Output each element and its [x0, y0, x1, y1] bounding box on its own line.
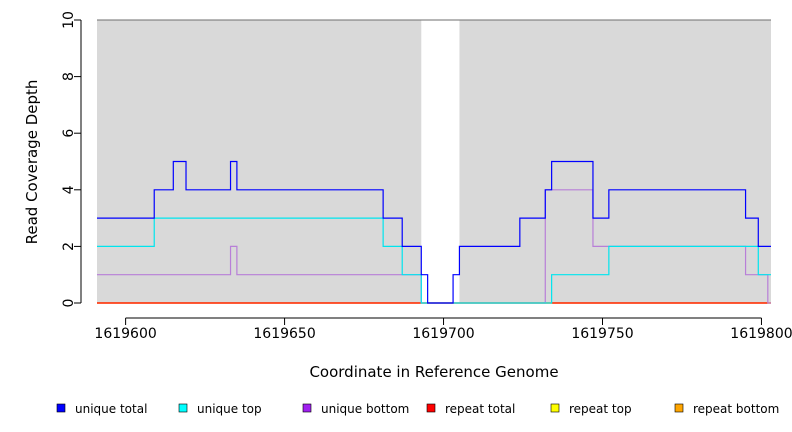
x-tick-label: 1619650: [253, 326, 315, 342]
legend-item: repeat top: [550, 402, 632, 416]
y-tick-label: 8: [61, 72, 77, 81]
series-line-unique-total: [97, 160, 771, 304]
y-ticks: 0 2 4 6 8 10: [61, 11, 81, 307]
y-tick-label: 0: [61, 299, 77, 308]
shaded-region: [97, 20, 422, 303]
y-tick-label: 10: [61, 11, 77, 29]
legend-swatch: [426, 403, 436, 413]
legend-swatch: [550, 403, 560, 413]
legend-swatch: [56, 403, 66, 413]
legend-label: repeat top: [569, 402, 632, 416]
legend-label: unique top: [197, 402, 262, 416]
x-tick-label: 1619800: [730, 326, 792, 342]
shaded-region: [459, 20, 771, 303]
legend-swatch: [302, 403, 312, 413]
y-tick-label: 6: [61, 129, 77, 138]
legend-item: unique top: [178, 402, 262, 416]
y-axis-title: Read Coverage Depth: [23, 80, 41, 245]
series-lines: [97, 160, 771, 304]
legend-item: unique bottom: [302, 402, 409, 416]
series-line-unique-top: [97, 217, 771, 304]
legend: unique total unique top unique bottom repea…: [56, 402, 779, 416]
legend-label: repeat bottom: [693, 402, 779, 416]
y-tick-label: 4: [61, 185, 77, 194]
legend-label: unique bottom: [321, 402, 409, 416]
legend-item: unique total: [56, 402, 147, 416]
legend-swatch: [178, 403, 188, 413]
legend-label: repeat total: [445, 402, 515, 416]
x-ticks: 1619600 1619650 1619700 1619750 1619800: [94, 318, 792, 342]
legend-item: repeat bottom: [674, 402, 779, 416]
x-tick-label: 1619750: [571, 326, 633, 342]
x-tick-label: 1619700: [412, 326, 474, 342]
legend-label: unique total: [75, 402, 147, 416]
legend-swatch: [674, 403, 684, 413]
y-tick-label: 2: [61, 242, 77, 251]
shaded-regions: [97, 19, 771, 303]
x-axis-title: Coordinate in Reference Genome: [309, 363, 558, 381]
x-tick-label: 1619600: [94, 326, 156, 342]
legend-item: repeat total: [426, 402, 515, 416]
